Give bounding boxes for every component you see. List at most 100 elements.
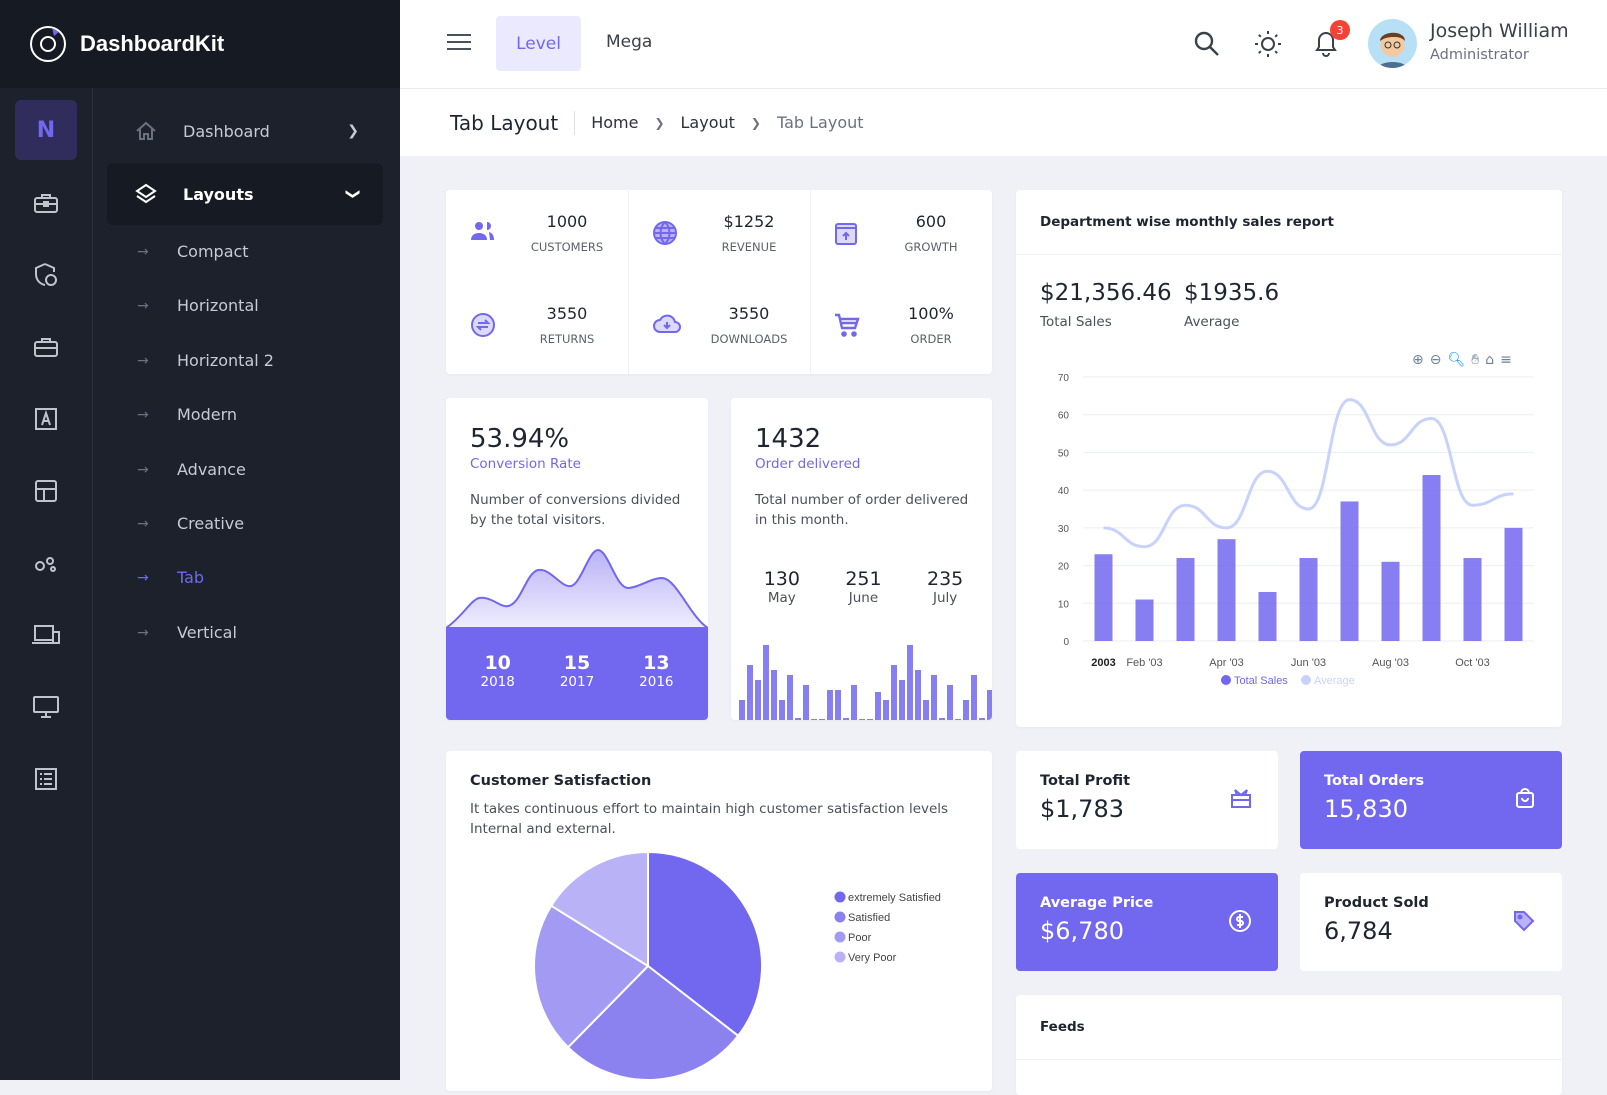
breadcrumb-bar: Tab Layout Home ❯ Layout ❯ Tab Layout	[400, 89, 1607, 156]
legend-marker	[1301, 675, 1311, 685]
mini-bar	[915, 670, 921, 720]
mini-bar	[867, 719, 873, 720]
breadcrumb-separator-icon: ❯	[750, 115, 761, 130]
bell-icon[interactable]	[1313, 28, 1339, 62]
total-sales-label: Total Sales	[1040, 314, 1112, 330]
pan-hand-icon[interactable]: ✋︎	[1471, 352, 1480, 368]
monitor-icon[interactable]	[15, 677, 77, 737]
sidebar-subitem-compact[interactable]: → Compact	[137, 242, 249, 261]
conversion-desc: Number of conversions divided by the tot…	[470, 492, 681, 528]
exchange-icon	[470, 312, 496, 342]
list-icon[interactable]	[15, 749, 77, 809]
stat-label: GROWTH	[904, 240, 958, 254]
stat-value: $1252	[723, 212, 775, 231]
card-title: Feeds	[1040, 1019, 1085, 1035]
mini-bar	[795, 718, 801, 720]
orders-desc: Total number of order delivered in this …	[755, 492, 969, 528]
kpi-total-orders: Total Orders 15,830	[1300, 751, 1562, 849]
legend-label[interactable]: Very Poor	[848, 952, 897, 964]
y-tick-label: 70	[1058, 373, 1070, 384]
rail-item-n[interactable]: N	[15, 100, 77, 160]
bar-total-sales[interactable]	[1504, 527, 1523, 641]
sidebar-subitem-horizontal[interactable]: → Horizontal	[137, 296, 259, 315]
sidebar-item-layouts[interactable]: Layouts ❯	[107, 163, 383, 225]
tab-level[interactable]: Level	[496, 16, 581, 71]
bubbles-icon[interactable]	[15, 533, 77, 593]
chart-menu-icon[interactable]: ≡	[1500, 352, 1512, 368]
bar-total-sales[interactable]	[1094, 554, 1113, 641]
y-tick-label: 0	[1063, 637, 1069, 648]
tab-mega[interactable]: Mega	[606, 32, 653, 52]
sidebar-subitem-horizontal-2[interactable]: → Horizontal 2	[137, 351, 274, 370]
bar-total-sales[interactable]	[1258, 591, 1277, 641]
total-sales-value: $21,356.46	[1040, 280, 1172, 306]
legend-label[interactable]: Satisfied	[848, 912, 890, 924]
legend-marker	[834, 891, 846, 903]
stat-returns: 3550 RETURNS	[446, 282, 628, 374]
bar-total-sales[interactable]	[1422, 475, 1441, 641]
pie-slice[interactable]	[533, 904, 650, 1049]
bar-total-sales[interactable]	[1135, 599, 1154, 641]
conversion-label[interactable]: Conversion Rate	[470, 456, 581, 472]
bar-total-sales[interactable]	[1299, 558, 1318, 641]
bar-total-sales[interactable]	[1176, 558, 1195, 641]
line-average[interactable]	[1103, 398, 1514, 549]
toolbox-icon[interactable]	[15, 317, 77, 377]
breadcrumb-home[interactable]: Home	[591, 113, 639, 132]
sidebar-subitem-advance[interactable]: → Advance	[137, 460, 246, 479]
legend-label[interactable]: extremely Satisfied	[848, 892, 941, 904]
orders-mini-bar-chart	[739, 645, 992, 720]
hamburger-menu-icon[interactable]	[447, 33, 471, 55]
legend-average[interactable]: Average	[1314, 675, 1355, 687]
conversion-card: 53.94% Conversion Rate Number of convers…	[446, 398, 708, 720]
zoom-in-icon[interactable]: ⊕	[1412, 352, 1424, 368]
zoom-out-icon[interactable]: ⊖	[1429, 352, 1442, 368]
arrow-right-icon: →	[137, 461, 149, 478]
shield-user-icon[interactable]	[15, 245, 77, 305]
kpi-title: Product Sold	[1324, 895, 1429, 911]
search-icon[interactable]	[1194, 31, 1220, 61]
legend-total-sales[interactable]: Total Sales	[1234, 675, 1288, 687]
bar-total-sales[interactable]	[1340, 501, 1359, 641]
chevron-right-icon: ❯	[347, 123, 359, 139]
pie-slice[interactable]	[647, 850, 763, 1038]
users-icon	[470, 220, 496, 246]
sidebar-subitem-creative[interactable]: → Creative	[137, 514, 244, 533]
order-month-stat: 251 June	[845, 568, 881, 606]
legend-label[interactable]: Poor	[848, 932, 872, 944]
sidebar-subitem-tab[interactable]: → Tab	[137, 568, 204, 587]
mini-bar	[827, 690, 833, 720]
mini-bar	[811, 719, 817, 720]
month-value: 130	[763, 568, 800, 590]
kpi-average-price: Average Price $6,780	[1016, 873, 1278, 971]
bar-total-sales[interactable]	[1381, 561, 1400, 641]
user-name[interactable]: Joseph William	[1430, 20, 1569, 42]
reset-home-icon[interactable]: ⌂	[1485, 352, 1495, 368]
briefcase-icon[interactable]	[15, 173, 77, 233]
customer-satisfaction-card: Customer Satisfaction It takes continuou…	[446, 751, 992, 1091]
top-header: Level Mega 3 Joseph William Administrato…	[400, 0, 1607, 89]
devices-icon[interactable]	[15, 605, 77, 665]
text-frame-icon[interactable]	[15, 389, 77, 449]
brand[interactable]: DashboardKit	[0, 0, 400, 88]
mini-bar	[771, 670, 777, 720]
breadcrumb-layout[interactable]: Layout	[680, 113, 735, 132]
notification-badge: 3	[1330, 20, 1350, 40]
orders-label[interactable]: Order delivered	[755, 456, 861, 472]
sun-icon[interactable]	[1253, 29, 1283, 63]
avatar[interactable]	[1368, 19, 1417, 68]
subitem-label: Modern	[177, 405, 238, 424]
sidebar-subitem-vertical[interactable]: → Vertical	[137, 623, 237, 642]
sidebar-item-dashboard[interactable]: Dashboard ❯	[107, 100, 383, 162]
arrow-right-icon: →	[137, 624, 149, 641]
mini-bar	[763, 645, 769, 720]
bar-total-sales[interactable]	[1463, 558, 1482, 641]
stat-growth: 600 GROWTH	[810, 190, 992, 282]
sidebar-subitem-modern[interactable]: → Modern	[137, 405, 237, 424]
mini-bar	[891, 665, 897, 720]
pie-slice[interactable]	[549, 850, 649, 968]
bar-total-sales[interactable]	[1217, 539, 1236, 641]
layout-icon[interactable]	[15, 461, 77, 521]
dollar-icon	[1228, 909, 1252, 937]
zoom-select-icon[interactable]: 🔍︎	[1447, 352, 1466, 368]
